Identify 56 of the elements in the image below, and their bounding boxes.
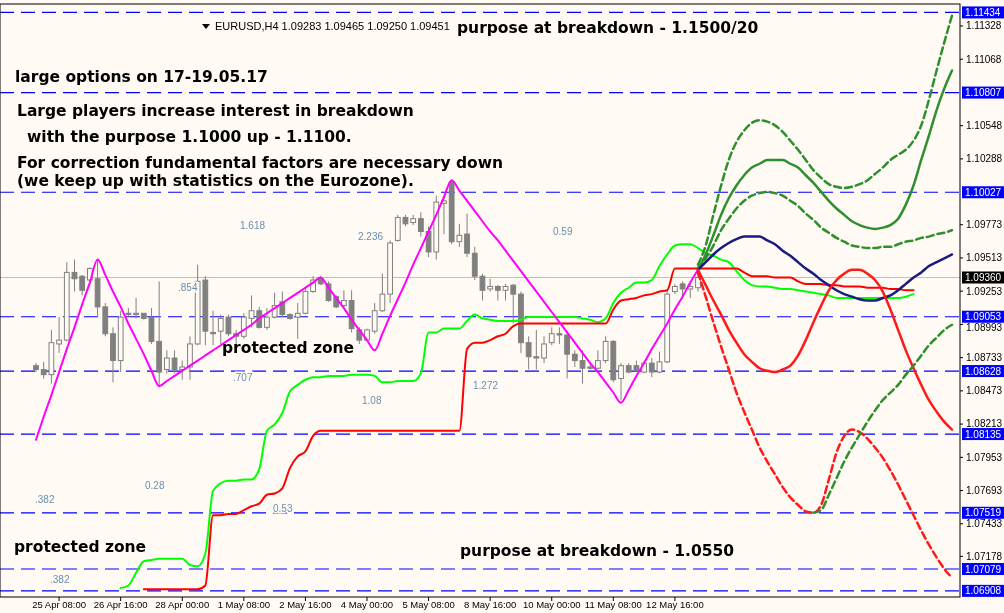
ref-line-label: 1.07519 — [965, 507, 1002, 519]
ref-line-label: 1.10807 — [965, 87, 1002, 99]
annotation: Large players increase interest in breakdown — [17, 102, 414, 120]
x-tick-label: 10 May 00:00 — [522, 599, 581, 610]
y-tick-label: 1.09513 — [966, 252, 1003, 264]
annotation: .707 — [233, 372, 253, 383]
x-tick-label: 8 May 16:00 — [464, 599, 517, 610]
ref-line-label: 1.11434 — [965, 6, 1001, 18]
y-tick-label: 1.07953 — [966, 451, 1003, 463]
annotation: 0.59 — [553, 226, 573, 237]
ref-line-label: 1.09360 — [965, 272, 1002, 283]
y-tick-label: 1.08473 — [966, 385, 1003, 397]
y-tick-label: 1.11328 — [966, 20, 1002, 32]
annotation: large options on 17-19.05.17 — [15, 68, 268, 86]
x-tick-label: 11 May 08:00 — [584, 599, 642, 610]
x-tick-label: 26 Apr 16:00 — [93, 599, 148, 610]
ref-line-label: 1.10027 — [965, 186, 1002, 198]
y-tick-label: 1.08993 — [966, 321, 1003, 333]
ref-line-label: 1.08628 — [965, 365, 1002, 377]
x-tick-label: 25 Apr 08:00 — [32, 599, 87, 610]
annotation: .382 — [50, 574, 70, 585]
annotation: .382 — [35, 494, 55, 505]
annotation: with the purpose 1.1000 up - 1.1100. — [27, 128, 352, 146]
annotation: purpose at breakdown - 1.0550 — [460, 542, 735, 560]
y-tick-label: 1.11068 — [966, 53, 1002, 65]
ref-line-label: 1.07079 — [965, 563, 1002, 575]
annotation: 1.08 — [362, 395, 382, 406]
y-tick-label: 1.08213 — [966, 418, 1003, 430]
annotation: protected zone — [14, 538, 147, 556]
annotation: 0.28 — [145, 480, 165, 491]
y-tick-label: 1.09253 — [966, 285, 1003, 297]
y-tick-label: 1.07433 — [966, 518, 1003, 530]
annotation: 2.236 — [358, 231, 384, 242]
annotation: 0.53 — [273, 503, 293, 514]
x-tick-label: 5 May 08:00 — [402, 599, 455, 610]
y-tick-label: 1.10288 — [966, 153, 1003, 165]
annotation: 1.618 — [240, 220, 266, 231]
text: EURUSD,H4 1.09283 1.09465 1.09250 1.09451 — [215, 20, 450, 32]
ref-line-label: 1.08135 — [965, 428, 1002, 440]
annotation: purpose at breakdown - 1.1500/20 — [457, 19, 759, 37]
x-tick-label: 1 May 08:00 — [217, 599, 270, 610]
annotation: protected zone — [222, 339, 355, 357]
ref-line-label: 1.09053 — [965, 311, 1002, 323]
y-tick-label: 1.08733 — [966, 352, 1003, 364]
annotation: 1.272 — [473, 380, 499, 391]
y-tick-label: 1.10548 — [966, 120, 1003, 132]
annotation: (we keep up with statistics on the Eurozone). — [17, 172, 414, 190]
x-tick-label: 4 May 00:00 — [340, 599, 394, 610]
y-tick-label: 1.09773 — [966, 219, 1003, 231]
annotation: For correction fundamental factors are necessary down — [17, 154, 504, 172]
ref-line-label: 1.06908 — [965, 585, 1002, 597]
y-tick-label: 1.07693 — [966, 485, 1003, 497]
x-tick-label: 12 May 16:00 — [646, 599, 704, 610]
x-tick-label: 28 Apr 00:00 — [155, 599, 210, 610]
x-tick-label: 2 May 16:00 — [279, 599, 332, 610]
y-tick-label: 1.07178 — [966, 550, 1003, 562]
